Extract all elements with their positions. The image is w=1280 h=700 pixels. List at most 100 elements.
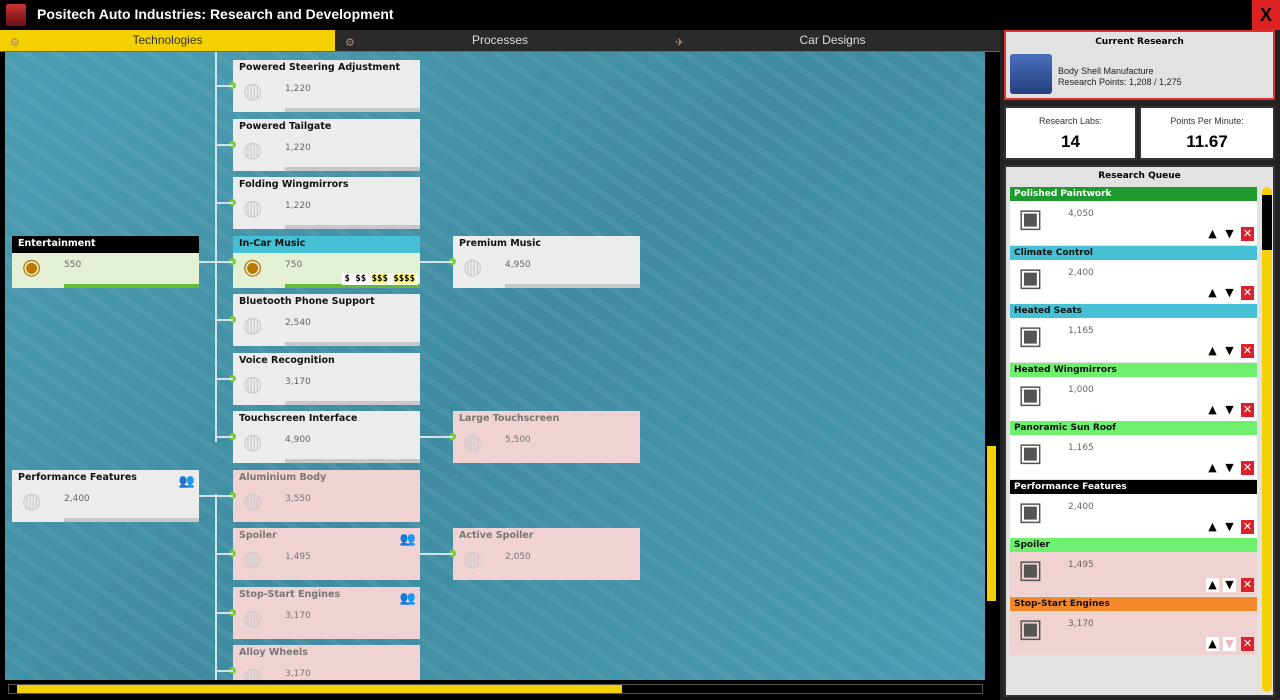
move-up-button[interactable]: ▲ bbox=[1206, 285, 1219, 300]
microphone-icon: ◍ bbox=[243, 371, 263, 397]
tech-node-progress bbox=[285, 459, 420, 463]
move-up-button[interactable]: ▲ bbox=[1206, 344, 1219, 358]
connector-line bbox=[420, 553, 453, 555]
queue-item[interactable]: Panoramic Sun Roof ▣ 1,165 ▲ ▼ ✕ bbox=[1010, 421, 1257, 479]
engine-icon: ▣ bbox=[1018, 613, 1043, 644]
tech-node[interactable]: Stop-Start Engines ◍ 3,170 👥 bbox=[233, 586, 420, 639]
tab-car-designs[interactable]: ✈ Car Designs bbox=[665, 30, 1000, 51]
tech-node[interactable]: In-Car Music ◉ 750 $ $$ $$$ $$$$ bbox=[233, 235, 420, 288]
tech-node-points: 1,495 bbox=[285, 552, 311, 562]
tech-node-title: Performance Features bbox=[18, 471, 137, 483]
tech-node[interactable]: Powered Tailgate ◍ 1,220 bbox=[233, 118, 420, 171]
tech-node-title: Premium Music bbox=[459, 237, 541, 249]
tech-node[interactable]: Performance Features ◍ 2,400 👥 bbox=[12, 469, 199, 522]
move-down-button[interactable]: ▼ bbox=[1223, 344, 1236, 358]
seat-icon: ▣ bbox=[1018, 321, 1043, 351]
move-down-button[interactable]: ▼ bbox=[1223, 519, 1236, 534]
tech-node[interactable]: Alloy Wheels ◍ 3,170 bbox=[233, 645, 420, 680]
move-down-button[interactable]: ▼ bbox=[1223, 461, 1236, 475]
title-bar: Positech Auto Industries: Research and D… bbox=[0, 0, 1280, 30]
queue-item-title: Stop-Start Engines bbox=[1010, 596, 1257, 611]
connector-line bbox=[217, 494, 233, 497]
move-down-button[interactable]: ▼ bbox=[1223, 227, 1236, 241]
wheel-icon: ◍ bbox=[243, 664, 263, 680]
queue-item[interactable]: Performance Features ▣ 2,400 ▲ ▼ ✕ bbox=[1010, 479, 1257, 538]
tab-processes[interactable]: ⚙ Processes bbox=[335, 30, 665, 51]
connector-line bbox=[217, 260, 233, 263]
body-shell-machine-icon bbox=[1010, 54, 1052, 94]
price-tier-1[interactable]: $ bbox=[344, 273, 350, 284]
move-up-button[interactable]: ▲ bbox=[1206, 636, 1219, 651]
screen-icon: ◍ bbox=[463, 430, 483, 455]
queue-item[interactable]: Heated Wingmirrors ▣ 1,000 ▲ ▼ ✕ bbox=[1010, 362, 1257, 421]
technology-tree[interactable]: Powered Steering Adjustment ◍ 1,220 Powe… bbox=[5, 52, 985, 680]
tech-node[interactable]: Touchscreen Interface ◍ 4,900 bbox=[233, 411, 420, 463]
car-designs-icon: ✈ bbox=[675, 37, 685, 49]
people-icon: 👥 bbox=[399, 532, 416, 547]
queue-scrollbar[interactable] bbox=[1262, 187, 1272, 692]
move-up-button[interactable]: ▲ bbox=[1206, 402, 1219, 417]
tech-node-title: In-Car Music bbox=[233, 235, 420, 253]
queue-item-title: Heated Wingmirrors bbox=[1010, 362, 1257, 377]
remove-button[interactable]: ✕ bbox=[1241, 461, 1254, 475]
tech-node[interactable]: Bluetooth Phone Support ◍ 2,540 bbox=[233, 294, 420, 346]
queue-item-title: Climate Control bbox=[1010, 245, 1257, 260]
move-up-button[interactable]: ▲ bbox=[1206, 227, 1219, 241]
price-tier-selector[interactable]: $ $$ $$$ $$$$ bbox=[341, 272, 418, 285]
tech-node-title: Powered Tailgate bbox=[239, 120, 332, 132]
queue-item[interactable]: Polished Paintwork ▣ 4,050 ▲ ▼ ✕ bbox=[1010, 187, 1257, 245]
tech-node-points: 2,050 bbox=[505, 552, 531, 562]
close-button[interactable]: X bbox=[1252, 0, 1280, 30]
tech-node[interactable]: Aluminium Body ◍ 3,550 bbox=[233, 469, 420, 522]
connector-line bbox=[217, 85, 233, 87]
connector-line bbox=[217, 670, 233, 672]
remove-button[interactable]: ✕ bbox=[1241, 402, 1254, 417]
move-up-button[interactable]: ▲ bbox=[1206, 461, 1219, 475]
move-up-button[interactable]: ▲ bbox=[1206, 519, 1219, 534]
tech-node[interactable]: Premium Music ◍ 4,950 bbox=[453, 235, 640, 288]
tech-node-title: Voice Recognition bbox=[239, 354, 335, 366]
people-icon: 👥 bbox=[178, 473, 195, 489]
tech-node[interactable]: Spoiler ◍ 1,495 👥 bbox=[233, 528, 420, 580]
scroll-thumb[interactable] bbox=[987, 446, 996, 601]
remove-button[interactable]: ✕ bbox=[1241, 578, 1254, 592]
research-queue-panel: Research Queue Polished Paintwork ▣ 4,05… bbox=[1004, 165, 1275, 697]
queue-item[interactable]: Heated Seats ▣ 1,165 ▲ ▼ ✕ bbox=[1010, 304, 1257, 362]
queue-item[interactable]: Climate Control ▣ 2,400 ▲ ▼ ✕ bbox=[1010, 245, 1257, 304]
desk-icon: ◍ bbox=[22, 488, 42, 514]
points-per-minute-panel: Points Per Minute: 11.67 bbox=[1139, 106, 1275, 160]
scroll-thumb[interactable] bbox=[17, 685, 622, 693]
tech-node-progress bbox=[285, 283, 420, 288]
steering-wheel-icon: ◍ bbox=[243, 79, 263, 104]
price-tier-3[interactable]: $$$ bbox=[371, 273, 388, 284]
move-down-button[interactable]: ▼ bbox=[1223, 285, 1236, 300]
connector-line bbox=[199, 260, 217, 263]
tech-node[interactable]: Large Touchscreen ◍ 5,500 bbox=[453, 411, 640, 463]
tech-node[interactable]: Entertainment ◉ 550 bbox=[12, 235, 199, 288]
price-tier-4[interactable]: $$$$ bbox=[393, 273, 415, 284]
tech-node[interactable]: Active Spoiler ◍ 2,050 bbox=[453, 528, 640, 580]
price-tier-2[interactable]: $$ bbox=[355, 273, 367, 284]
remove-button[interactable]: ✕ bbox=[1241, 636, 1254, 651]
connector-line bbox=[217, 202, 233, 204]
tab-technologies[interactable]: ⚙ Technologies bbox=[0, 30, 335, 51]
move-down-button[interactable]: ▼ bbox=[1223, 578, 1236, 592]
tech-node[interactable]: Voice Recognition ◍ 3,170 bbox=[233, 352, 420, 405]
speaker-icon: ◉ bbox=[243, 254, 263, 280]
move-up-button[interactable]: ▲ bbox=[1206, 578, 1219, 592]
tech-node[interactable]: Folding Wingmirrors ◍ 1,220 bbox=[233, 177, 420, 229]
window-title: Positech Auto Industries: Research and D… bbox=[37, 6, 394, 22]
remove-button[interactable]: ✕ bbox=[1241, 519, 1254, 534]
tree-vertical-scrollbar[interactable] bbox=[987, 66, 996, 678]
remove-button[interactable]: ✕ bbox=[1241, 285, 1254, 300]
tech-node[interactable]: Powered Steering Adjustment ◍ 1,220 bbox=[233, 60, 420, 112]
queue-item-title: Panoramic Sun Roof bbox=[1010, 421, 1257, 435]
tree-horizontal-scrollbar[interactable] bbox=[8, 684, 983, 694]
queue-item[interactable]: Spoiler ▣ 1,495 ▲ ▼ ✕ bbox=[1010, 538, 1257, 596]
remove-button[interactable]: ✕ bbox=[1241, 344, 1254, 358]
remove-button[interactable]: ✕ bbox=[1241, 227, 1254, 241]
move-down-button[interactable]: ▼ bbox=[1223, 402, 1236, 417]
current-research-name: Body Shell Manufacture bbox=[1058, 66, 1154, 76]
connector-line bbox=[217, 143, 233, 146]
queue-item[interactable]: Stop-Start Engines ▣ 3,170 ▲ ▼ ✕ bbox=[1010, 596, 1257, 655]
